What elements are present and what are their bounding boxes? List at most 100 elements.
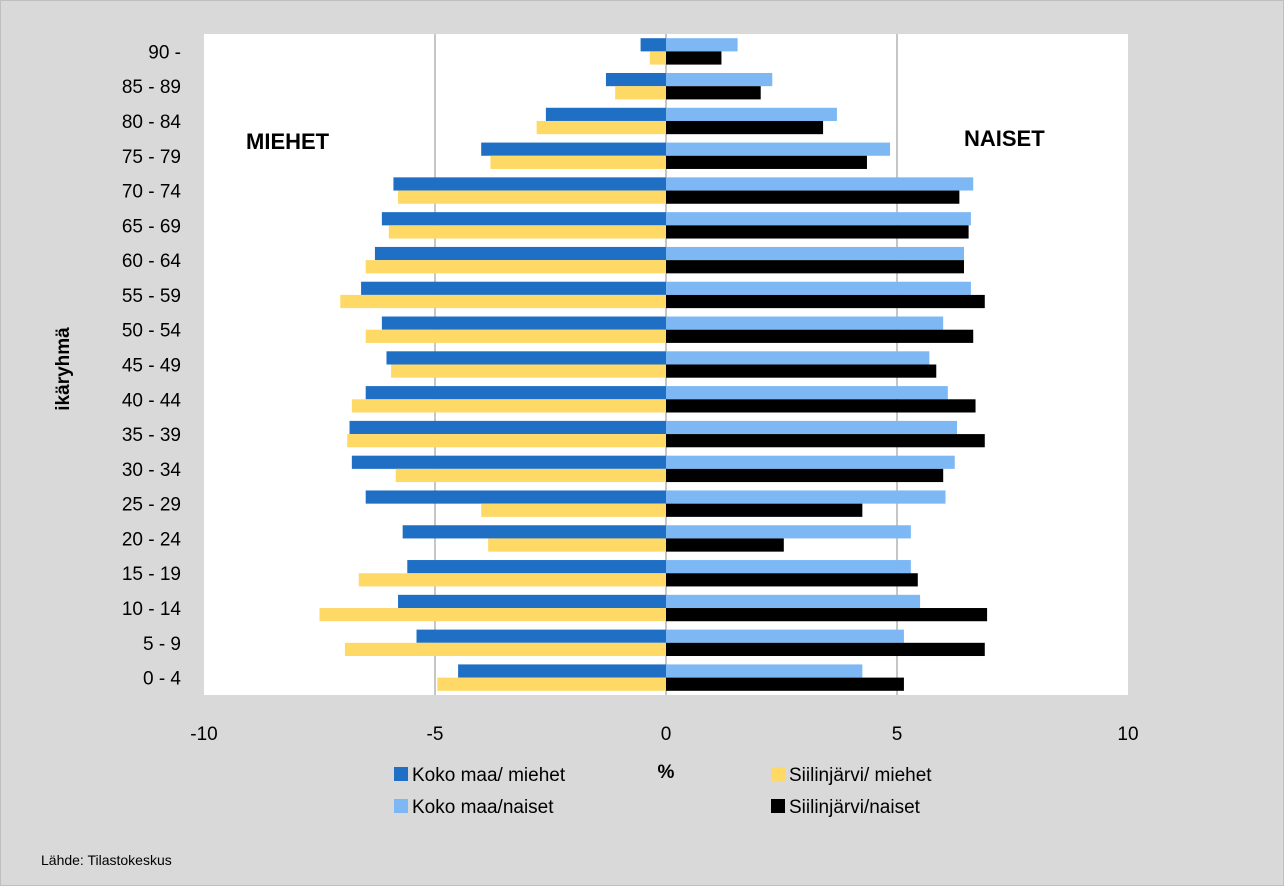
bar <box>365 260 666 274</box>
bar <box>605 72 666 87</box>
y-tick-label: 35 - 39 <box>122 425 181 446</box>
bar <box>490 155 666 169</box>
bar <box>361 281 666 295</box>
bar <box>381 316 666 330</box>
bar <box>398 594 666 609</box>
annotation-naiset: NAISET <box>964 126 1045 151</box>
y-tick-label: 85 - 89 <box>122 77 181 98</box>
legend-label: Koko maa/ miehet <box>412 765 566 786</box>
bar <box>358 573 666 587</box>
bar <box>481 503 666 517</box>
y-tick-label: 10 - 14 <box>122 599 182 620</box>
bar <box>666 177 974 191</box>
bar <box>666 594 921 609</box>
bar <box>666 364 937 378</box>
y-tick-label: 25 - 29 <box>122 495 181 516</box>
bar <box>666 107 837 121</box>
legend-label: Koko maa/naiset <box>412 797 554 818</box>
bar <box>666 120 824 135</box>
bar <box>388 225 666 239</box>
bar <box>391 364 666 378</box>
bar <box>666 142 891 156</box>
bar <box>393 177 666 191</box>
bar <box>374 246 666 261</box>
bar <box>395 468 666 483</box>
x-tick-labels: -10 -5 0 5 10 <box>190 724 1138 745</box>
legend-swatch <box>771 767 785 781</box>
legend: Koko maa/ miehet Siilinjärvi/ miehet Koko … <box>394 765 932 818</box>
y-tick-label: 50 - 54 <box>122 321 182 342</box>
x-axis-title: % <box>658 762 675 783</box>
y-tick-label: 5 - 9 <box>143 634 181 655</box>
bar <box>666 316 944 330</box>
legend-swatch <box>394 767 408 781</box>
bar <box>437 677 666 691</box>
legend-swatch <box>771 799 785 813</box>
y-axis-title: ikäryhmä <box>53 327 74 411</box>
bar <box>666 329 974 343</box>
y-tick-label: 55 - 59 <box>122 286 181 307</box>
bar <box>347 434 666 448</box>
bar <box>666 281 971 295</box>
bar <box>351 455 666 469</box>
y-tick-label: 90 - <box>148 42 181 63</box>
bar <box>349 420 666 435</box>
bar <box>615 86 666 100</box>
bar <box>666 294 985 309</box>
bar <box>666 629 904 643</box>
y-tick-labels: 0 - 4 5 - 9 10 - 14 15 - 19 20 - 24 25 - 29 30… <box>122 42 182 689</box>
bar <box>666 677 904 691</box>
y-tick-label: 20 - 24 <box>122 529 182 550</box>
bar <box>488 538 666 552</box>
y-tick-label: 65 - 69 <box>122 216 181 237</box>
bar <box>666 38 738 52</box>
x-tick-label: 10 <box>1117 724 1138 745</box>
bar <box>666 642 985 657</box>
bar <box>416 629 666 643</box>
bar <box>398 190 666 204</box>
bar <box>666 573 918 587</box>
bar <box>386 351 666 365</box>
bar <box>381 212 666 226</box>
bar <box>666 386 948 400</box>
legend-label: Siilinjärvi/naiset <box>789 797 921 818</box>
bar <box>649 51 666 65</box>
y-tick-label: 70 - 74 <box>122 182 182 203</box>
bar <box>666 155 867 169</box>
bar <box>666 86 761 100</box>
bar <box>666 490 946 504</box>
bar <box>666 190 960 204</box>
x-tick-label: -10 <box>190 724 217 745</box>
bar <box>344 642 666 657</box>
bar <box>666 351 930 365</box>
bar <box>666 51 722 65</box>
bar <box>319 608 666 622</box>
bars <box>319 38 988 691</box>
x-tick-label: -5 <box>427 724 444 745</box>
bar <box>666 72 773 87</box>
bar <box>666 420 958 435</box>
y-tick-label: 0 - 4 <box>143 669 181 690</box>
bar <box>458 664 666 678</box>
bar <box>666 538 784 552</box>
bar <box>340 294 666 309</box>
bar <box>666 525 911 539</box>
source-note: Lähde: Tilastokeskus <box>41 852 172 868</box>
y-tick-label: 40 - 44 <box>122 390 182 411</box>
y-tick-label: 75 - 79 <box>122 147 181 168</box>
annotation-miehet: MIEHET <box>246 129 330 154</box>
y-tick-label: 45 - 49 <box>122 356 181 377</box>
x-tick-label: 5 <box>892 724 903 745</box>
legend-label: Siilinjärvi/ miehet <box>789 765 932 786</box>
bar <box>536 120 666 135</box>
bar <box>545 107 666 121</box>
bar <box>481 142 666 156</box>
bar <box>666 434 985 448</box>
bar <box>402 525 666 539</box>
bar <box>666 225 969 239</box>
bar <box>666 455 955 469</box>
legend-swatch <box>394 799 408 813</box>
bar <box>666 212 971 226</box>
